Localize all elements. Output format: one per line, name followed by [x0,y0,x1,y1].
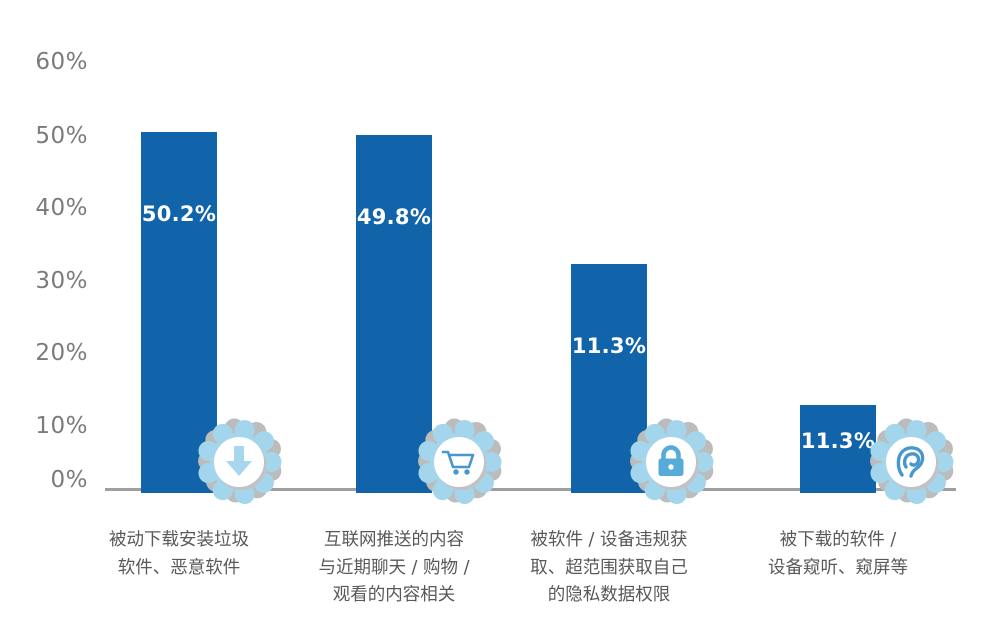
y-tick-label: 60% [35,49,88,75]
category-label-line: 互联网推送的内容 [324,530,464,550]
bar-value-label: 50.2% [141,202,217,226]
category-label-line: 软件、恶意软件 [117,557,241,578]
category-label-1: 被动下载安装垃圾 软件、恶意软件 [54,527,304,582]
x-axis-line [105,488,956,491]
bar-value-label: 11.3% [571,334,647,358]
gear-icon [418,418,502,505]
y-tick-label: 20% [35,340,88,366]
category-label-line: 的隐私数据权限 [547,585,671,605]
download-icon [226,446,252,476]
category-label-line: 取、超范围获取自己 [530,557,688,578]
bar-2: 49.8% [356,135,432,493]
category-label-3: 被软件 / 设备违规获 取、超范围获取自己 的隐私数据权限 [484,527,734,610]
gear-badge-4 [851,402,971,522]
y-tick-label: 30% [35,268,88,294]
gear-icon [630,418,714,505]
bar-value-label: 49.8% [356,205,432,229]
category-label-4: 被下载的软件 / 设备窥听、窥屏等 [713,527,963,582]
gear-badge-1 [179,402,299,522]
y-tick-label: 10% [35,413,88,439]
bar-4: 11.3% [800,405,876,493]
y-tick-label: 40% [35,195,88,221]
gear-icon [870,418,954,505]
category-label-line: 被下载的软件 / [779,530,897,550]
lock-icon [658,445,684,476]
y-tick-label: 0% [50,467,88,493]
category-label-line: 被动下载安装垃圾 [109,530,249,550]
gear-icon [198,418,282,505]
category-label-line: 观看的内容相关 [332,585,456,605]
category-label-2: 互联网推送的内容 与近期聊天 / 购物 / 观看的内容相关 [269,527,519,610]
y-tick-label: 50% [35,123,88,149]
category-label-line: 设备窥听、窥屏等 [768,557,908,578]
category-label-line: 被软件 / 设备违规获 [530,530,688,550]
category-label-line: 与近期聊天 / 购物 / [318,557,470,578]
bar-1: 50.2% [141,132,217,493]
ear-icon [896,446,925,478]
gear-badge-2 [399,402,519,522]
cart-icon [441,450,475,475]
gear-badge-3 [611,402,731,522]
bar-value-label: 11.3% [800,429,876,453]
